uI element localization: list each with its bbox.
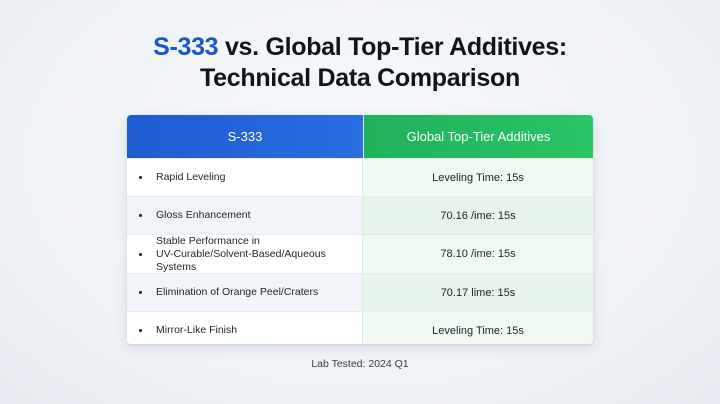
- title-brand: S-333: [153, 33, 219, 61]
- table-row: Rapid Leveling Leveling Time: 15s: [127, 158, 593, 196]
- feature-label: Elimination of Orange Peel/Craters: [156, 286, 319, 298]
- value-cell: 78.10 /ime: 15s: [363, 235, 593, 273]
- page-title: S-333 vs. Global Top-Tier Additives: Tec…: [0, 32, 720, 94]
- bullet-icon: [139, 291, 142, 294]
- feature-label: Mirror-Like Finish: [156, 324, 238, 336]
- table-row: Elimination of Orange Peel/Craters 70.17…: [127, 273, 593, 311]
- table-row: Stable Performance in UV-Curable/Solvent…: [127, 234, 593, 273]
- feature-cell: Gloss Enhancement: [127, 197, 363, 234]
- feature-cell: Rapid Leveling: [127, 159, 363, 196]
- feature-cell: Mirror-Like Finish: [127, 312, 363, 344]
- table-row: Mirror-Like Finish Leveling Time: 15s: [127, 311, 593, 344]
- feature-cell: Elimination of Orange Peel/Craters: [127, 274, 363, 311]
- header-global-additives: Global Top-Tier Additives: [364, 115, 593, 158]
- title-line-1: S-333 vs. Global Top-Tier Additives:: [0, 32, 720, 63]
- value-cell: Leveling Time: 15s: [363, 159, 593, 196]
- comparison-table: S-333 Global Top-Tier Additives Rapid Le…: [127, 115, 593, 344]
- feature-cell: Stable Performance in UV-Curable/Solvent…: [127, 235, 363, 273]
- feature-label: Gloss Enhancement: [156, 209, 251, 221]
- table-row: Gloss Enhancement 70.16 /ime: 15s: [127, 196, 593, 234]
- feature-label-line-2: UV-Curable/Solvent-Based/Aqueous Systems: [156, 247, 326, 273]
- value-cell: 70.17 lime: 15s: [363, 274, 593, 311]
- feature-label: Stable Performance in UV-Curable/Solvent…: [156, 235, 362, 274]
- table-header: S-333 Global Top-Tier Additives: [127, 115, 593, 158]
- header-s333: S-333: [127, 115, 364, 158]
- feature-label: Rapid Leveling: [156, 171, 226, 183]
- feature-label-line-1: Stable Performance in: [156, 234, 260, 247]
- value-cell: Leveling Time: 15s: [363, 312, 593, 344]
- title-line-1-rest: vs. Global Top-Tier Additives:: [218, 33, 567, 61]
- bullet-icon: [139, 329, 142, 332]
- bullet-icon: [139, 252, 142, 256]
- footer-note: Lab Tested: 2024 Q1: [311, 358, 409, 370]
- title-line-2: Technical Data Comparison: [200, 64, 520, 92]
- bullet-icon: [139, 214, 142, 217]
- bullet-icon: [139, 176, 142, 179]
- value-cell: 70.16 /ime: 15s: [363, 197, 593, 234]
